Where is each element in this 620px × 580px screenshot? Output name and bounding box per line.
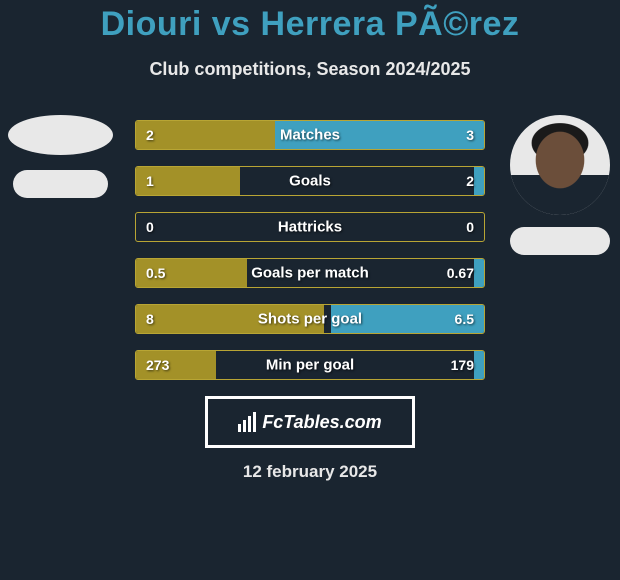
stat-label: Hattricks	[278, 219, 342, 236]
page-title: Diouri vs Herrera PÃ©rez	[0, 5, 620, 44]
stat-value-left: 1	[146, 173, 154, 189]
stat-value-left: 0.5	[146, 265, 165, 281]
stat-row: 0.5 0.67 Goals per match	[135, 258, 485, 288]
bar-fill-player1	[136, 121, 275, 149]
bar-fill-player2	[474, 259, 484, 287]
stat-label: Matches	[280, 127, 340, 144]
stat-value-left: 0	[146, 219, 154, 235]
stat-row: 273 179 Min per goal	[135, 350, 485, 380]
date-text: 12 february 2025	[0, 462, 620, 482]
player-right-panel	[507, 115, 612, 255]
player-left-panel	[8, 115, 113, 198]
stat-row: 2 3 Matches	[135, 120, 485, 150]
stat-value-right: 0	[466, 219, 474, 235]
stat-value-right: 3	[466, 127, 474, 143]
stat-value-right: 0.67	[447, 265, 474, 281]
player2-avatar	[510, 115, 610, 215]
player2-face	[510, 115, 610, 215]
stat-row: 1 2 Goals	[135, 166, 485, 196]
comparison-widget: Diouri vs Herrera PÃ©rez Club competitio…	[0, 0, 620, 482]
stat-value-left: 8	[146, 311, 154, 327]
stat-bars: 2 3 Matches 1 2 Goals 0 0 Hattricks 0.5 0.67 Goals …	[135, 120, 485, 380]
stat-value-left: 2	[146, 127, 154, 143]
stat-label: Min per goal	[266, 357, 354, 374]
brand-chart-icon	[238, 412, 256, 432]
brand-text: FcTables.com	[262, 412, 381, 433]
stat-row: 0 0 Hattricks	[135, 212, 485, 242]
stat-value-right: 6.5	[455, 311, 474, 327]
stat-value-right: 2	[466, 173, 474, 189]
bar-fill-player2	[474, 167, 484, 195]
stat-row: 8 6.5 Shots per goal	[135, 304, 485, 334]
stat-label: Goals	[289, 173, 331, 190]
season-subtitle: Club competitions, Season 2024/2025	[0, 59, 620, 80]
player1-avatar	[8, 115, 113, 155]
stat-value-left: 273	[146, 357, 169, 373]
stat-label: Goals per match	[251, 265, 369, 282]
stat-value-right: 179	[451, 357, 474, 373]
player1-name-pill	[13, 170, 108, 198]
stat-label: Shots per goal	[258, 311, 362, 328]
player2-name-pill	[510, 227, 610, 255]
branding-box: FcTables.com	[205, 396, 415, 448]
chart-area: 2 3 Matches 1 2 Goals 0 0 Hattricks 0.5 0.67 Goals …	[0, 120, 620, 482]
bar-fill-player2	[474, 351, 484, 379]
